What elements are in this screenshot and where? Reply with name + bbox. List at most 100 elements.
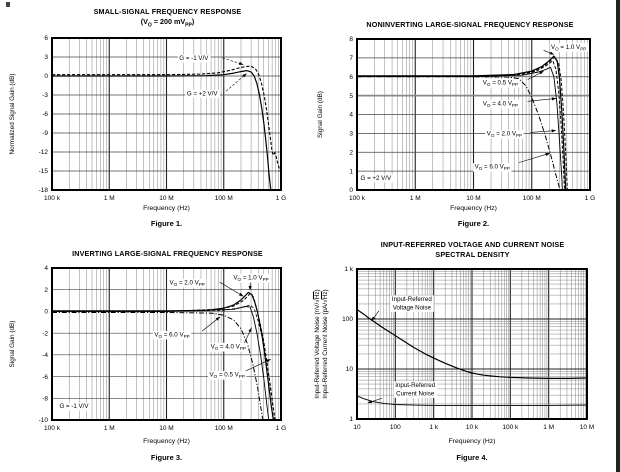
figure-2-caption: Figure 2. — [457, 219, 490, 228]
svg-text:100: 100 — [390, 424, 401, 431]
svg-text:1 k: 1 k — [344, 266, 353, 273]
svg-text:100 k: 100 k — [44, 425, 61, 432]
svg-text:8: 8 — [349, 36, 353, 43]
svg-text:2: 2 — [44, 287, 48, 294]
svg-text:VO = 1.0 VPP: VO = 1.0 VPP — [233, 274, 268, 282]
svg-text:VO = 6.0 VPP: VO = 6.0 VPP — [475, 164, 510, 172]
svg-text:Input-Referred: Input-Referred — [392, 296, 432, 303]
svg-text:1 G: 1 G — [276, 195, 286, 202]
figure-1-x-axis-label: Frequency (Hz) — [143, 205, 190, 212]
svg-text:VO = 4.0 VPP: VO = 4.0 VPP — [483, 100, 518, 108]
figure-3-caption: Figure 3. — [150, 453, 183, 462]
svg-text:1 M: 1 M — [543, 424, 554, 431]
svg-text:-12: -12 — [39, 149, 49, 156]
svg-text:-10: -10 — [39, 417, 49, 424]
figure-3-x-axis-label: Frequency (Hz) — [143, 438, 190, 445]
svg-text:1 k: 1 k — [429, 424, 438, 431]
svg-text:VO = 2.0 VPP: VO = 2.0 VPP — [487, 131, 522, 139]
figure-1-subtitle: (VO = 200 mVPP) — [140, 17, 195, 29]
svg-text:10 M: 10 M — [159, 425, 173, 432]
svg-text:VO = 4.0 VPP: VO = 4.0 VPP — [211, 343, 246, 351]
figure-2-y-axis-label: Signal Gain (dB) — [317, 91, 324, 138]
figure-1-title: SMALL-SIGNAL FREQUENCY RESPONSE — [93, 7, 242, 16]
figure-2-chart: 100 k 1 M 10 M 100 M 1 G 8 7 6 5 4 3 2 1 0 VO = 1.0 VP… — [349, 36, 595, 202]
svg-text:10: 10 — [346, 366, 354, 373]
svg-text:VO = 0.5 VPP: VO = 0.5 VPP — [210, 372, 245, 380]
svg-text:100 k: 100 k — [502, 424, 519, 431]
svg-text:G = -1 V/V: G = -1 V/V — [179, 55, 209, 62]
svg-text:10 M: 10 M — [580, 424, 594, 431]
figure-3: INVERTING LARGE-SIGNAL FREQUENCY RESPONS… — [0, 236, 310, 472]
svg-text:-18: -18 — [39, 187, 49, 194]
svg-text:VO = 1.0 VPP: VO = 1.0 VPP — [551, 44, 586, 52]
svg-text:Input-Referred: Input-Referred — [395, 382, 435, 389]
svg-text:Current Noise: Current Noise — [396, 390, 435, 397]
figure-4-y-axis-label: Input-Referred Voltage Noise (nV/√Hz) In… — [314, 269, 330, 419]
svg-text:0: 0 — [44, 73, 48, 80]
svg-text:-9: -9 — [42, 130, 48, 137]
figure-4: INPUT-REFERRED VOLTAGE AND CURRENT NOISE… — [310, 236, 620, 472]
svg-text:10 M: 10 M — [159, 195, 173, 202]
figure-3-chart: 100 k 1 M 10 M 100 M 1 G 4 2 0 -2 -4 -6 -8 -10 VO = 2… — [39, 265, 287, 432]
svg-text:G = +2 V/V: G = +2 V/V — [187, 90, 218, 97]
figure-2-x-axis-label: Frequency (Hz) — [450, 205, 497, 212]
svg-text:-6: -6 — [42, 111, 48, 118]
svg-text:10: 10 — [353, 424, 361, 431]
svg-text:1 M: 1 M — [410, 195, 421, 202]
figure-4-y-axis-label-line2: Input-Referred Current Noise (pA/√Hz) — [322, 289, 329, 399]
svg-text:1 G: 1 G — [276, 425, 286, 432]
figure-4-x-axis-label: Frequency (Hz) — [448, 438, 496, 445]
figure-3-y-axis-label: Signal Gain (dB) — [9, 320, 16, 368]
svg-text:-3: -3 — [42, 92, 48, 99]
svg-text:-6: -6 — [42, 374, 48, 381]
svg-text:10 M: 10 M — [466, 195, 480, 202]
svg-text:7: 7 — [349, 55, 353, 62]
svg-text:-2: -2 — [42, 330, 48, 337]
svg-text:VO = 6.0 VPP: VO = 6.0 VPP — [154, 331, 189, 339]
svg-text:100 M: 100 M — [215, 195, 233, 202]
svg-text:G = +2 V/V: G = +2 V/V — [361, 175, 392, 182]
svg-text:100 k: 100 k — [349, 195, 366, 202]
svg-text:6: 6 — [349, 74, 353, 81]
scan-edge-artifact — [616, 0, 620, 472]
svg-text:4: 4 — [349, 112, 353, 119]
svg-text:0: 0 — [349, 187, 353, 194]
svg-text:100: 100 — [342, 316, 353, 323]
svg-text:1 G: 1 G — [585, 195, 595, 202]
figure-1-y-axis-label: Normalized Signal Gain (dB) — [9, 73, 16, 155]
svg-text:4: 4 — [44, 265, 48, 272]
figure-4-title: INPUT-REFERRED VOLTAGE AND CURRENT NOISE… — [380, 240, 565, 259]
svg-text:2: 2 — [349, 149, 353, 156]
svg-text:1 M: 1 M — [104, 195, 115, 202]
svg-text:-4: -4 — [42, 352, 48, 359]
svg-text:-8: -8 — [42, 395, 48, 402]
svg-text:3: 3 — [349, 131, 353, 138]
figure-3-title: INVERTING LARGE-SIGNAL FREQUENCY RESPONS… — [72, 249, 263, 258]
svg-text:-15: -15 — [39, 168, 49, 175]
svg-text:1: 1 — [349, 168, 353, 175]
svg-text:100 M: 100 M — [523, 195, 541, 202]
figure-1: SMALL-SIGNAL FREQUENCY RESPONSE (VO = 20… — [0, 0, 310, 236]
svg-text:Voltage Noise: Voltage Noise — [393, 304, 432, 311]
svg-text:10 k: 10 k — [466, 424, 479, 431]
svg-text:G = -1 V/V: G = -1 V/V — [59, 403, 89, 410]
figure-1-caption: Figure 1. — [150, 219, 183, 228]
svg-text:1: 1 — [349, 416, 353, 423]
svg-text:VO = 0.5 VPP: VO = 0.5 VPP — [483, 80, 518, 88]
svg-text:3: 3 — [44, 54, 48, 61]
figure-4-y-axis-label-line1: Input-Referred Voltage Noise (nV/√Hz) — [314, 289, 321, 399]
svg-text:0: 0 — [44, 309, 48, 316]
scan-speck-artifact — [6, 2, 10, 7]
figure-4-caption: Figure 4. — [456, 453, 488, 462]
svg-text:VO = 2.0 VPP: VO = 2.0 VPP — [170, 279, 205, 287]
figure-2: NONINVERTING LARGE-SIGNAL FREQUENCY RESP… — [310, 0, 620, 236]
svg-text:100 M: 100 M — [215, 425, 233, 432]
svg-text:6: 6 — [44, 35, 48, 42]
svg-text:1 M: 1 M — [104, 425, 115, 432]
svg-text:5: 5 — [349, 93, 353, 100]
figure-1-chart: 100 k 1 M 10 M 100 M 1 G 6 3 0 -3 -6 -9 -12 -15 -18 G … — [39, 35, 287, 202]
figure-2-title: NONINVERTING LARGE-SIGNAL FREQUENCY RESP… — [366, 20, 574, 29]
svg-text:100 k: 100 k — [44, 195, 61, 202]
